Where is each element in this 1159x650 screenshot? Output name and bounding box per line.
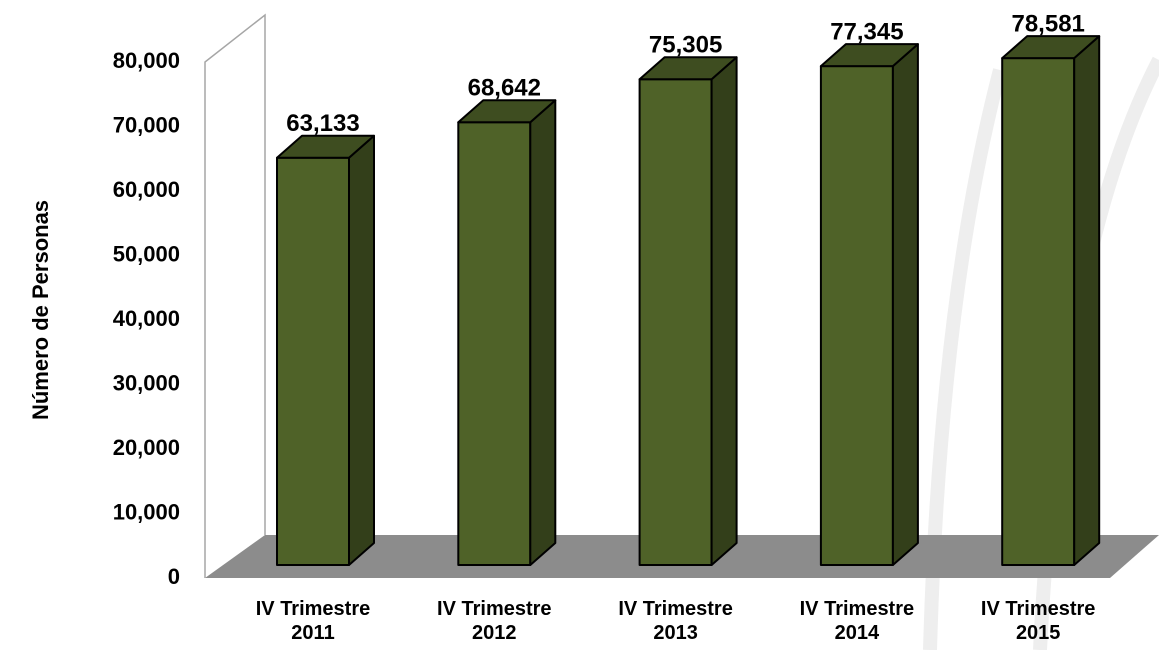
bar [1001,35,1101,566]
value-label: 78,581 [1011,10,1084,37]
value-label: 68,642 [468,75,541,102]
y-tick-label: 80,000 [113,48,180,73]
bar-side [1073,35,1101,566]
y-axis-title: Número de Personas [28,200,53,420]
value-label: 75,305 [649,32,722,59]
x-tick-label: IV Trimestre 2011 [255,598,371,644]
bar [276,134,375,566]
y-tick-label: 0 [168,564,180,589]
bar [819,43,919,566]
x-tick-label: IV Trimestre 2015 [980,598,1096,644]
y-tick-label: 30,000 [113,370,180,395]
y-tick-label: 60,000 [113,177,180,202]
bar-top [1001,35,1101,60]
y-tick-label: 40,000 [113,306,180,331]
y-tick-label: 50,000 [113,241,180,266]
bar-front [1001,57,1076,566]
bar-side [529,99,557,566]
value-label: 63,133 [286,110,359,137]
bar-front [276,156,350,566]
bar-side [891,43,919,566]
y-tick-label: 20,000 [113,435,180,460]
bar-top [819,43,919,68]
y-tick-label: 70,000 [113,112,180,137]
bar-front [819,65,894,566]
bar-top [638,56,738,81]
bar [638,56,738,566]
bar-top [457,99,557,124]
y-tick-label: 10,000 [113,499,180,524]
bar-front [457,121,532,566]
bar [457,99,557,566]
bar-side [710,56,738,566]
bar-side [348,134,375,566]
x-tick-label: IV Trimestre 2013 [618,598,733,644]
value-label: 77,345 [830,18,903,45]
x-tick-label: IV Trimestre 2012 [437,598,552,644]
x-tick-label: IV Trimestre 2014 [799,598,915,644]
bar-top [276,134,375,159]
back-wall [204,13,266,578]
bar-front [638,78,713,566]
